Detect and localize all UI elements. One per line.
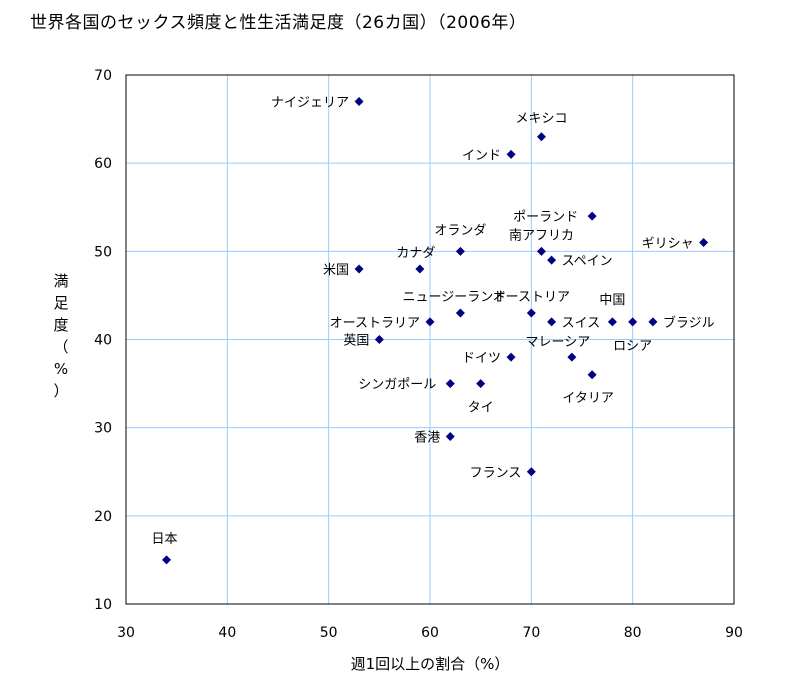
point-label: ニュージーランド [403, 290, 507, 305]
y-axis-label-char: 足 [53, 294, 69, 312]
point-label: オランダ [434, 223, 486, 238]
y-tick-label: 40 [94, 333, 112, 349]
data-point [415, 264, 425, 274]
data-point [547, 255, 557, 265]
point-label: 南アフリカ [509, 227, 574, 243]
y-tick-label: 20 [94, 509, 112, 525]
y-tick-label: 30 [94, 421, 112, 437]
point-label: ポーランド [513, 210, 578, 225]
data-point [455, 246, 465, 256]
point-label: インド [462, 148, 501, 163]
grid-lines [125, 74, 735, 605]
point-label: シンガポール [358, 378, 436, 393]
data-point [628, 317, 638, 327]
point-label: オーストリア [493, 290, 570, 305]
point-label: 香港 [414, 430, 440, 445]
y-axis-label-char: 満 [53, 272, 69, 290]
y-tick-label: 60 [94, 156, 112, 172]
x-tick-label: 80 [624, 625, 642, 641]
data-point [547, 317, 557, 327]
point-label: ブラジル [663, 315, 715, 331]
data-point [587, 370, 597, 380]
y-tick-label: 50 [94, 244, 112, 260]
data-point [374, 335, 384, 344]
x-tick-label: 60 [421, 625, 439, 641]
x-axis-label: 週1回以上の割合（%） [351, 655, 510, 673]
x-tick-label: 50 [320, 625, 338, 641]
data-point [648, 317, 658, 327]
point-label: ドイツ [462, 351, 501, 366]
data-point [354, 96, 364, 106]
data-point [526, 308, 536, 318]
data-point [536, 246, 546, 256]
data-point [354, 264, 364, 274]
y-axis-label-char: （ [53, 338, 69, 356]
point-label: フランス [470, 466, 522, 481]
x-tick-label: 40 [218, 625, 236, 641]
plot-frame [125, 74, 735, 605]
x-tick-label: 30 [117, 625, 135, 641]
point-label: メキシコ [515, 112, 567, 127]
data-point [587, 211, 597, 221]
data-point [506, 352, 516, 362]
data-point [526, 467, 536, 477]
data-point [476, 379, 486, 389]
point-label: タイ [468, 401, 494, 416]
data-point [699, 238, 709, 248]
point-label: カナダ [396, 246, 435, 261]
data-point [162, 555, 172, 565]
data-points [162, 96, 709, 565]
y-axis-label-char: ） [53, 382, 69, 400]
tick-labels: 30 40 50 60 70 80 90 10 20 30 40 50 60 70 [94, 68, 743, 641]
point-label: スペイン [562, 254, 613, 269]
data-point [455, 308, 465, 318]
point-label: ギリシャ [642, 237, 694, 252]
x-tick-label: 90 [725, 625, 743, 641]
point-label: ナイジェリア [271, 95, 349, 110]
point-label: 米国 [323, 263, 349, 278]
point-label: 英国 [343, 334, 369, 349]
data-point [567, 352, 577, 362]
point-label: マレーシア [525, 335, 590, 350]
y-tick-label: 70 [94, 68, 112, 84]
chart-title: 世界各国のセックス頻度と性生活満足度（26カ国）（2006年） [30, 13, 527, 33]
point-label: イタリア [562, 391, 613, 406]
data-point [445, 379, 455, 389]
y-axis-label-char: % [53, 360, 69, 378]
x-tick-label: 70 [522, 625, 540, 641]
y-axis-label: 満足度 （% ） [50, 270, 72, 402]
point-label: オーストラリア [330, 316, 420, 331]
data-point [506, 149, 516, 159]
data-point [425, 317, 435, 327]
data-point [536, 132, 546, 142]
point-label: 中国 [599, 293, 625, 308]
data-point [607, 317, 617, 327]
point-label: ロシア [613, 339, 652, 354]
y-axis-label-char: 度 [53, 316, 69, 334]
y-tick-label: 10 [94, 597, 112, 613]
point-label: 日本 [152, 532, 178, 547]
data-point [445, 431, 455, 441]
point-label: スイス [562, 316, 601, 331]
